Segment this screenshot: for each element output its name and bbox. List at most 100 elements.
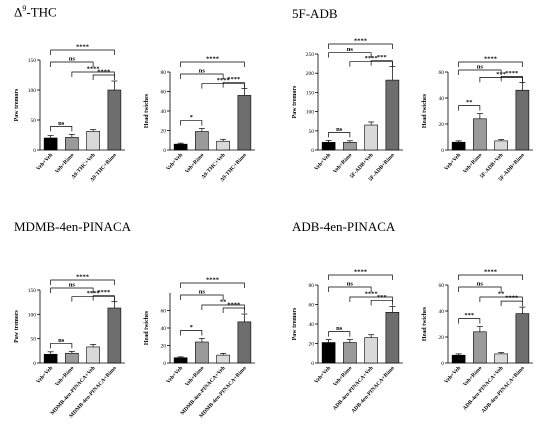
significance-label: ** (466, 99, 473, 106)
significance-label: *** (377, 54, 387, 61)
y-tick-label: 20 (309, 342, 315, 348)
bar-0 (43, 353, 58, 364)
y-axis-label: Head twiches (144, 310, 150, 345)
bar-2 (364, 337, 378, 364)
significance-bracket (180, 73, 224, 79)
y-tick-label: 50 (31, 337, 37, 343)
y-axis-label: Paw tremors (292, 307, 298, 340)
bar-3 (515, 313, 530, 364)
significance-bracket (328, 274, 393, 280)
bar-2 (494, 353, 508, 364)
bar-0 (173, 357, 188, 364)
significance-bracket (180, 330, 203, 336)
significance-bracket (50, 61, 94, 67)
bar-1 (343, 142, 357, 151)
y-tick-label: 0 (441, 361, 444, 367)
bar-0 (451, 354, 466, 364)
bar-1 (65, 352, 79, 364)
category-label: Veh+Rimo (54, 365, 75, 388)
significance-bracket (222, 82, 245, 88)
category-label: Veh+Rimo (462, 152, 483, 175)
y-tick-label: 50 (31, 118, 37, 124)
chart-panel-7: 0 20 40 60 Head twiches Veh+Veh Veh+RimoADB-4e… (422, 269, 533, 415)
significance-bracket (328, 52, 372, 58)
category-label: Veh+Veh (444, 365, 463, 385)
category-label: Veh+Veh (314, 365, 333, 385)
category-label: Veh+Rimo (332, 152, 353, 175)
significance-label: ns (69, 56, 76, 63)
bar-0 (321, 342, 336, 364)
significance-bracket (458, 69, 502, 75)
significance-label: ns (477, 64, 484, 71)
y-tick-label: 150 (28, 58, 37, 64)
significance-label: *** (464, 312, 474, 319)
significance-label: ns (199, 68, 206, 75)
y-tick-label: 100 (28, 312, 37, 318)
bar-3 (107, 89, 122, 151)
significance-bracket (50, 279, 115, 285)
significance-bracket (71, 71, 115, 77)
y-tick-label: 200 (306, 71, 315, 77)
y-tick-label: 20 (439, 122, 445, 128)
y-tick-label: 0 (311, 148, 314, 154)
significance-label: **** (484, 56, 497, 63)
y-axis-label: Paw tremors (14, 309, 20, 342)
y-tick-label: 40 (161, 326, 167, 332)
significance-label: ns (336, 325, 343, 332)
y-tick-label: 150 (306, 90, 315, 96)
bar-1 (473, 331, 487, 364)
significance-bracket (180, 61, 245, 67)
bar-3 (385, 311, 400, 364)
significance-bracket (500, 300, 523, 307)
bar-3 (237, 321, 252, 364)
y-axis-label: Head twiches (144, 93, 150, 128)
title-adb-4en: ADB-4en-PINACA (292, 219, 396, 234)
significance-bracket (328, 43, 393, 49)
y-tick-label: 0 (33, 361, 36, 367)
significance-label: **** (87, 66, 100, 73)
y-tick-label: 80 (161, 70, 167, 76)
category-label: Veh+Veh (314, 152, 333, 172)
category-label: Veh+Veh (166, 365, 185, 385)
y-tick-label: 20 (161, 344, 167, 350)
bar-3 (107, 307, 122, 364)
significance-label: ns (477, 281, 484, 288)
title-5f-adb: 5F-ADB (292, 6, 338, 21)
bar-3 (385, 79, 400, 151)
category-label: Veh+Rimo (54, 152, 75, 175)
bar-3 (515, 89, 530, 151)
title-thc-name: -THC (26, 4, 57, 20)
title-thc-superscript: 9 (22, 4, 27, 13)
significance-label: **** (227, 302, 240, 309)
significance-label: **** (505, 295, 518, 302)
y-tick-label: 20 (439, 335, 445, 341)
y-tick-label: 250 (306, 52, 315, 58)
significance-bracket (92, 74, 115, 80)
category-label: Veh+Rimo (184, 152, 205, 175)
significance-bracket (50, 342, 73, 349)
significance-label: **** (87, 290, 100, 297)
significance-label: **** (76, 274, 89, 281)
significance-bracket (370, 60, 393, 66)
y-tick-label: 100 (306, 110, 315, 116)
y-tick-label: 40 (439, 309, 445, 315)
significance-label: ns (58, 337, 65, 344)
y-axis-label: Head twiches (422, 306, 428, 341)
chart-panel-2: 0 50 100 150 200 250 Paw tremors Veh+Veh Veh+Rim… (292, 38, 403, 183)
y-tick-label: 100 (28, 88, 37, 94)
significance-bracket (180, 120, 203, 126)
significance-bracket (222, 307, 245, 313)
y-tick-label: 60 (439, 283, 445, 289)
significance-bracket (458, 105, 481, 111)
significance-label: **** (97, 69, 110, 76)
y-tick-label: 0 (33, 148, 36, 154)
y-tick-label: 0 (163, 361, 166, 367)
category-label: Veh+Rimo (332, 365, 353, 388)
bar-1 (195, 131, 209, 151)
significance-bracket (50, 287, 94, 293)
y-tick-label: 150 (28, 288, 37, 294)
bar-0 (43, 137, 58, 151)
